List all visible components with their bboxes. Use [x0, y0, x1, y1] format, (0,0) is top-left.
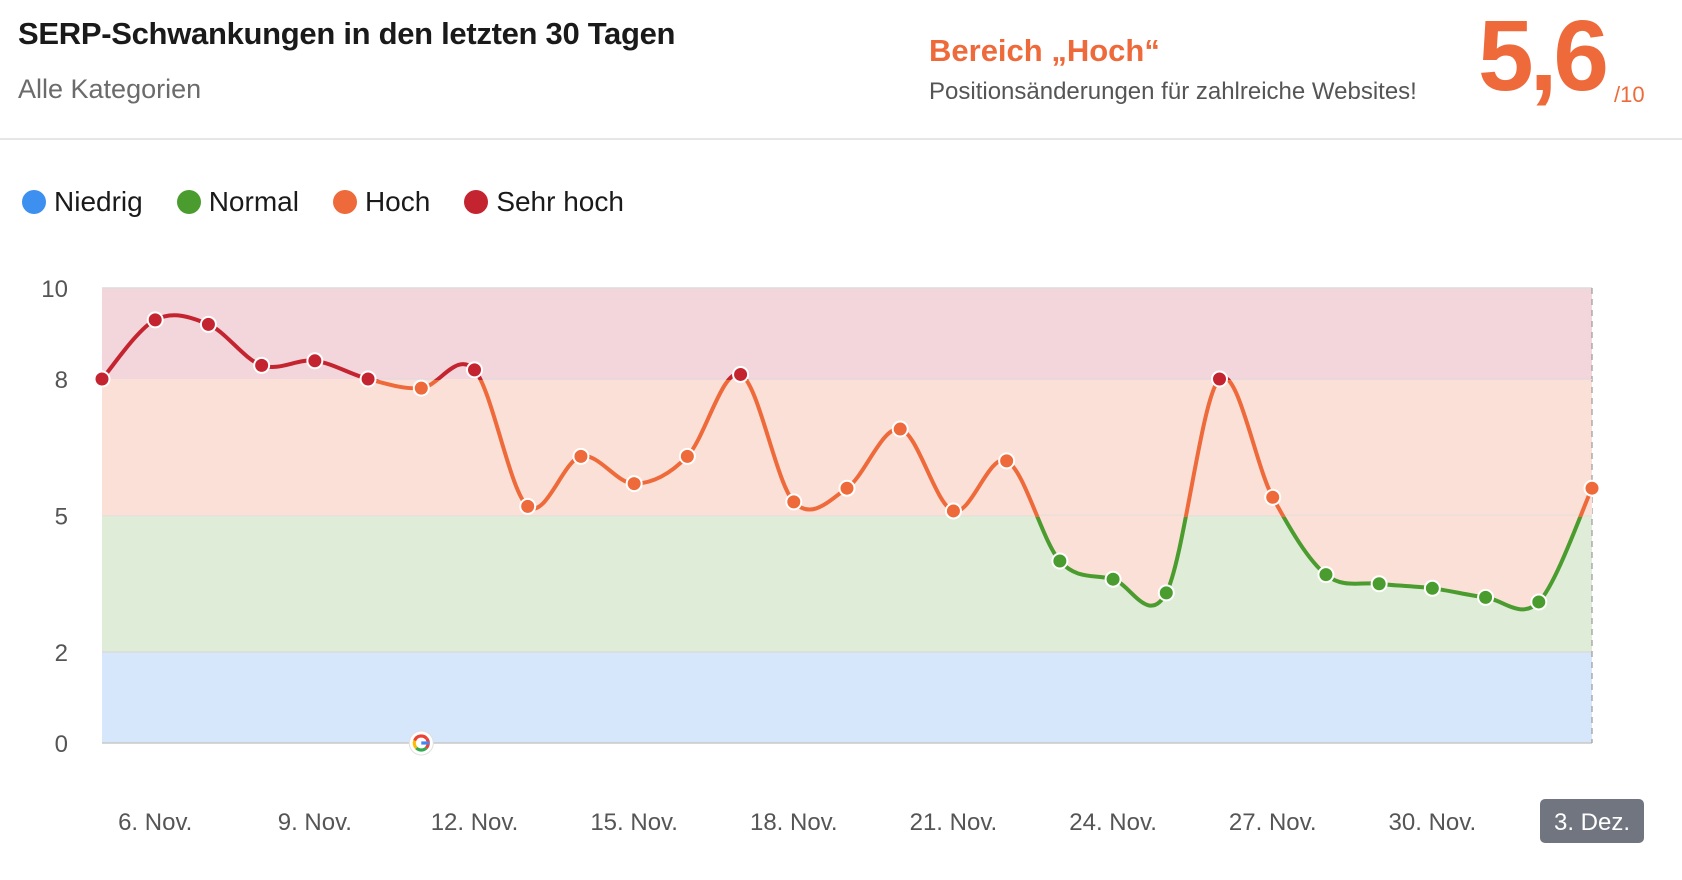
data-point[interactable]	[519, 497, 537, 515]
score-value: 5,6	[1478, 0, 1609, 112]
data-point[interactable]	[1370, 575, 1388, 593]
chart-title: SERP-Schwankungen in den letzten 30 Tage…	[18, 16, 676, 51]
legend-dot-icon	[464, 190, 489, 214]
legend-label: Sehr hoch	[496, 186, 624, 217]
data-point[interactable]	[891, 420, 909, 438]
data-point[interactable]	[359, 370, 377, 388]
google-arc-red-top	[413, 734, 428, 742]
band-sehr-hoch	[102, 288, 1592, 379]
x-tick-label: 18. Nov.	[750, 809, 838, 836]
google-arc-green	[415, 746, 428, 752]
data-point[interactable]	[306, 352, 324, 370]
data-point[interactable]	[1530, 593, 1548, 611]
x-tick-label-active: 3. Dez.	[1554, 809, 1630, 836]
data-point[interactable]	[838, 479, 856, 497]
data-point[interactable]	[146, 311, 164, 329]
data-point[interactable]	[1051, 552, 1069, 570]
data-point[interactable]	[1583, 479, 1601, 497]
band-niedrig	[102, 652, 1592, 743]
data-point[interactable]	[785, 493, 803, 511]
header: SERP-Schwankungen in den letzten 30 Tage…	[0, 0, 1682, 140]
active-date-badge	[1540, 799, 1644, 843]
legend-label: Niedrig	[54, 186, 143, 217]
legend-dot-icon	[22, 190, 46, 214]
data-point[interactable]	[1157, 584, 1175, 602]
legend: Niedrig Normal Hoch Sehr hoch	[22, 186, 624, 218]
x-tick-label: 6. Nov.	[118, 809, 192, 836]
x-tick-label: 9. Nov.	[278, 809, 352, 836]
level-description: Positionsänderungen für zahlreiche Websi…	[929, 78, 1417, 105]
y-tick-label: 8	[55, 367, 68, 394]
google-arc-yellow	[412, 740, 418, 750]
x-tick-label: 21. Nov.	[910, 809, 998, 836]
data-point[interactable]	[1264, 488, 1282, 506]
data-point[interactable]	[412, 379, 430, 397]
x-tick-label: 15. Nov.	[590, 809, 678, 836]
data-point[interactable]	[1211, 370, 1228, 388]
legend-label: Hoch	[364, 186, 431, 217]
data-point[interactable]	[1477, 588, 1495, 606]
data-point[interactable]	[1104, 570, 1122, 588]
data-point[interactable]	[1317, 566, 1335, 584]
series-line-high	[103, 380, 1594, 517]
legend-dot-icon	[332, 190, 357, 214]
x-tick-label: 27. Nov.	[1229, 809, 1317, 836]
legend-dot-icon	[176, 190, 201, 214]
y-tick-label: 10	[41, 276, 68, 303]
legend-label: Normal	[208, 186, 299, 217]
x-tick-label: 12. Nov.	[431, 809, 519, 836]
data-point[interactable]	[253, 356, 271, 374]
level-title: Bereich „Hoch“	[929, 33, 1160, 68]
data-point[interactable]	[93, 370, 111, 388]
data-point[interactable]	[678, 447, 696, 465]
x-tick-label: 24. Nov.	[1069, 809, 1157, 836]
legend-item-niedrig[interactable]: Niedrig	[22, 186, 143, 218]
google-update-icon[interactable]	[408, 730, 434, 756]
data-point[interactable]	[466, 361, 483, 379]
data-point[interactable]	[625, 475, 643, 493]
x-tick-label: 30. Nov.	[1389, 809, 1477, 836]
high-area-fill	[102, 315, 1592, 610]
score-max: /10	[1614, 82, 1645, 107]
data-point[interactable]	[998, 452, 1016, 470]
data-point[interactable]	[572, 447, 590, 465]
data-point[interactable]	[732, 365, 750, 383]
y-tick-label: 5	[55, 504, 68, 531]
y-tick-label: 0	[55, 731, 68, 758]
data-point[interactable]	[199, 315, 217, 333]
category-selector[interactable]: Alle Kategorien	[18, 74, 202, 104]
y-tick-label: 2	[55, 640, 68, 667]
data-point[interactable]	[944, 502, 962, 520]
legend-item-normal[interactable]: Normal	[176, 186, 299, 218]
legend-item-sehr-hoch[interactable]: Sehr hoch	[464, 186, 624, 218]
very-high-area-fill	[102, 315, 1592, 380]
data-point[interactable]	[1423, 579, 1441, 597]
legend-item-hoch[interactable]: Hoch	[332, 186, 431, 218]
